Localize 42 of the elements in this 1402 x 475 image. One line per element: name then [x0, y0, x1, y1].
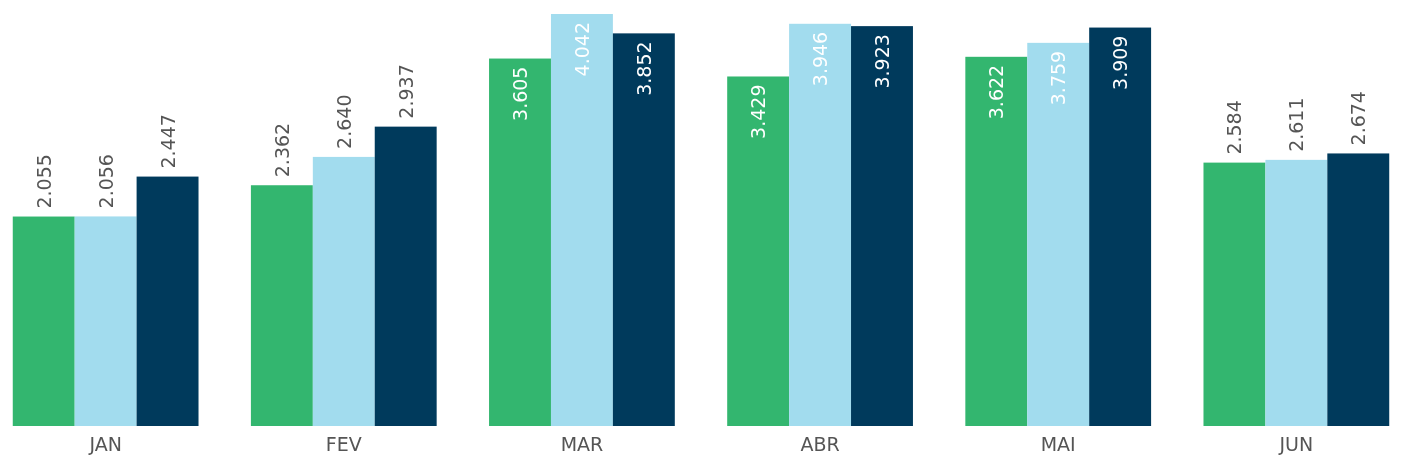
x-tick-label: MAR	[560, 433, 604, 455]
x-tick-label: ABR	[800, 433, 840, 455]
data-label: 2.937	[394, 64, 417, 119]
bar	[550, 14, 613, 426]
data-label: 2.055	[32, 154, 55, 209]
bar	[250, 185, 313, 426]
bar	[851, 26, 913, 426]
data-label: 4.042	[570, 22, 593, 77]
bar	[1089, 27, 1152, 426]
bar	[12, 216, 75, 426]
bar	[727, 76, 790, 426]
bar	[374, 126, 437, 426]
bar	[1327, 153, 1390, 426]
data-label: 2.362	[270, 122, 293, 178]
data-label: 2.674	[1347, 91, 1370, 146]
data-label: 2.447	[156, 114, 179, 169]
x-tick-label: FEV	[325, 433, 362, 455]
data-label: 3.946	[809, 31, 832, 87]
data-label: 3.909	[1109, 35, 1132, 90]
data-label: 2.640	[332, 94, 355, 149]
bar	[74, 216, 137, 426]
bar	[489, 58, 551, 426]
data-label: 3.429	[747, 84, 770, 139]
data-label: 3.759	[1047, 50, 1070, 106]
x-tick-label: JUN	[1278, 433, 1314, 455]
data-label: 3.852	[632, 41, 655, 96]
data-label: 2.056	[94, 154, 117, 209]
x-tick-label: JAN	[88, 433, 122, 455]
bar	[1203, 162, 1266, 426]
data-label: 3.605	[509, 66, 532, 121]
bar	[1027, 42, 1090, 426]
x-tick-label: MAI	[1040, 433, 1076, 455]
bar	[136, 176, 199, 426]
bar	[1265, 159, 1328, 426]
data-label: 3.923	[870, 34, 893, 89]
data-label: 2.611	[1285, 97, 1308, 152]
data-label: 2.584	[1223, 100, 1246, 155]
bar	[789, 23, 852, 426]
bar	[312, 156, 375, 426]
bar	[965, 56, 1028, 426]
bar	[612, 33, 675, 426]
data-label: 3.622	[985, 64, 1008, 120]
